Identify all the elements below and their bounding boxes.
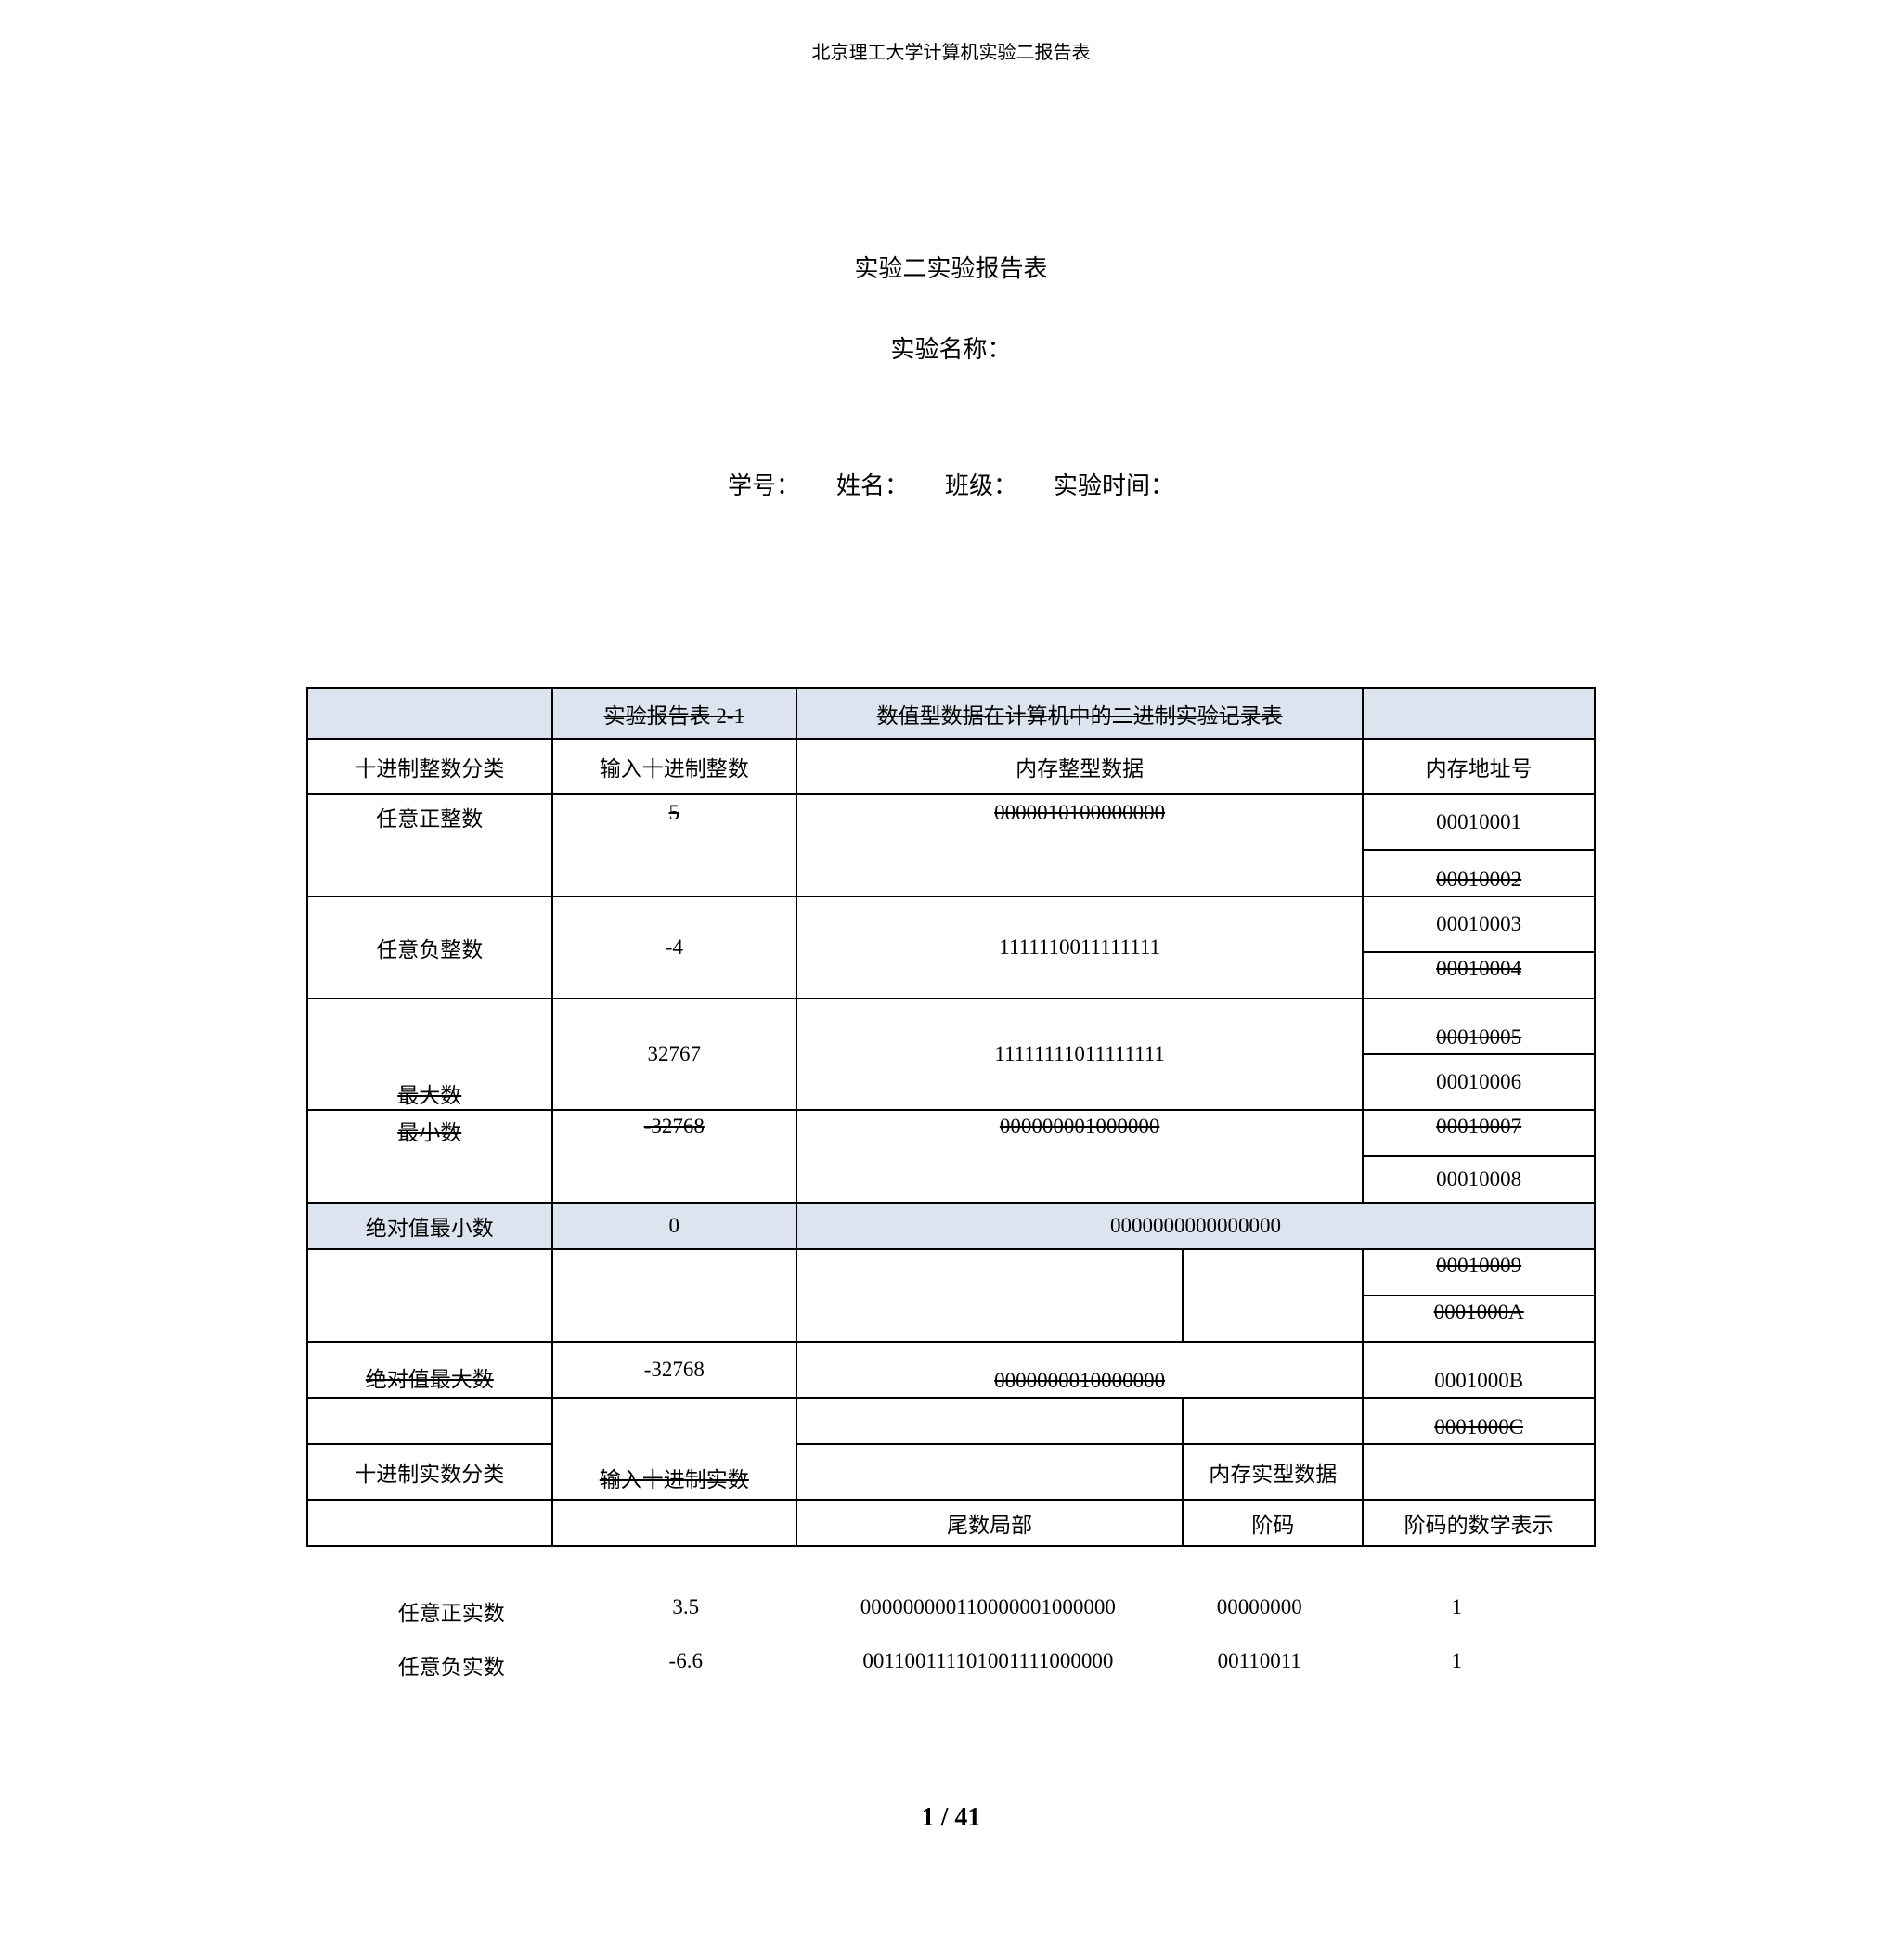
cell-mem-max: 11111111011111111 [796,999,1363,1110]
row-abs-max: 绝对值最大数 -32768 0000000010000000 0001000B [307,1342,1595,1398]
col2-mem-empty [796,1444,1183,1500]
col-label-input: 输入十进制整数 [552,739,797,794]
cell-mem-absmax: 0000000010000000 [796,1342,1363,1398]
cell-in-min: -32768 [552,1110,797,1203]
cell-addr-neg-2: 00010004 [1363,952,1595,999]
cell-cat-empty-3 [307,1398,552,1444]
cell-cat-neg: 任意负整数 [307,896,552,999]
col-label-addr: 内存地址号 [1363,739,1595,794]
cell-in-max: 32767 [552,999,797,1110]
cell-cat-empty-1 [307,1249,552,1342]
cell-mem-pos: 0000010100000000 [796,794,1363,896]
cell-in-empty-1 [552,1249,797,1342]
page-container: 北京理工大学计算机实验二报告表 实验二实验报告表 实验名称： 学号： 姓名： 班… [0,0,1902,1907]
integer-data-table: 实验报告表 2-1 数值型数据在计算机中的二进制实验记录表 十进制整数分类 输入… [306,687,1596,1547]
table1-title-right: 数值型数据在计算机中的二进制实验记录表 [796,688,1363,739]
student-info-line: 学号： 姓名： 班级： 实验时间： [306,467,1596,501]
cell-in-neg: -4 [552,896,797,999]
cell-sub-blank-b [552,1500,797,1546]
cell-mem-absmin: 0000000000000000 [796,1203,1595,1249]
cell-cat-absmax: 绝对值最大数 [307,1342,552,1398]
real-in-pos: 3.5 [569,1595,804,1627]
cell-mem-empty-1 [796,1249,1183,1342]
cell-sub-blank-a [307,1500,552,1546]
cell-addr-pos-2: 00010002 [1363,850,1595,896]
cell-sub-math: 阶码的数学表示 [1363,1500,1595,1546]
col2-label-category: 十进制实数分类 [307,1444,552,1500]
real-in-neg: -6.6 [569,1649,804,1681]
cell-addr-min-2: 00010008 [1363,1156,1595,1203]
table2-subheader-row: 尾数局部 阶码 阶码的数学表示 [307,1500,1595,1546]
real-cat-neg: 任意负实数 [334,1649,569,1681]
cell-in-pos: 5 [552,794,797,896]
row-pos-int-a: 任意正整数 5 0000010100000000 00010001 [307,794,1595,850]
row-abs-min: 绝对值最小数 0 0000000000000000 [307,1203,1595,1249]
top-header: 北京理工大学计算机实验二报告表 [306,37,1596,64]
cell-addr-max-2: 00010006 [1363,1054,1595,1110]
table1-title-left: 实验报告表 2-1 [552,688,797,739]
real-exp-pos: 00000000 [1173,1595,1346,1627]
real-row-neg: 任意负实数 -6.6 001100111101001111000000 0011… [306,1638,1596,1692]
cell-mem-empty-3 [796,1398,1183,1444]
col2-label-memreal: 内存实型数据 [1183,1444,1363,1500]
cell-addr-max-1: 00010005 [1363,999,1595,1054]
cell-cat-max: 最大数 [307,999,552,1110]
real-cat-pos: 任意正实数 [334,1595,569,1627]
real-math-pos: 1 [1346,1595,1568,1627]
col2-label-math-empty [1363,1444,1595,1500]
cell-in-absmax: -32768 [552,1342,797,1398]
cell-addr-b: 0001000B [1363,1342,1595,1398]
cell-addr-a: 0001000A [1363,1296,1595,1342]
real-math-neg: 1 [1346,1649,1568,1681]
cell-sub-mantissa: 尾数局部 [796,1500,1183,1546]
cell-addr-c: 0001000C [1363,1398,1595,1444]
col-label-memdata: 内存整型数据 [796,739,1363,794]
real-mant-pos: 000000000110000001000000 [803,1595,1173,1627]
experiment-name-label: 实验名称： [306,330,1596,365]
real-row-pos: 任意正实数 3.5 000000000110000001000000 00000… [306,1584,1596,1638]
row-min-a: 最小数 -32768 000000001000000 00010007 [307,1110,1595,1156]
row-addrblock-3: 输入十进制实数 0001000C [307,1398,1595,1444]
row-max-a: 最大数 32767 11111111011111111 00010005 [307,999,1595,1054]
real-exp-neg: 00110011 [1173,1649,1346,1681]
report-title: 实验二实验报告表 [306,250,1596,284]
real-mant-neg: 001100111101001111000000 [803,1649,1173,1681]
col-label-category: 十进制整数分类 [307,739,552,794]
cell-in-absmin: 0 [552,1203,797,1249]
cell-addr-min-1: 00010007 [1363,1110,1595,1156]
cell-mem-neg: 1111110011111111 [796,896,1363,999]
cell-addr-neg-1: 00010003 [1363,896,1595,952]
title-block: 实验二实验报告表 实验名称： 学号： 姓名： 班级： 实验时间： [306,250,1596,501]
table2-header-row: 十进制实数分类 内存实型数据 [307,1444,1595,1500]
row-neg-int-a: 任意负整数 -4 1111110011111111 00010003 [307,896,1595,952]
table1-title-blank-right [1363,688,1595,739]
table1-title-row: 实验报告表 2-1 数值型数据在计算机中的二进制实验记录表 [307,688,1595,739]
cell-sub-exp: 阶码 [1183,1500,1363,1546]
real-data-rows: 任意正实数 3.5 000000000110000001000000 00000… [306,1584,1596,1692]
cell-addr-pos-1: 00010001 [1363,794,1595,850]
cell-sub-empty-1 [1183,1249,1363,1342]
cell-addr-9: 00010009 [1363,1249,1595,1296]
cell-cat-absmin: 绝对值最小数 [307,1203,552,1249]
cell-cat-min: 最小数 [307,1110,552,1203]
cell-cat-pos: 任意正整数 [307,794,552,896]
cell-mem-min: 000000001000000 [796,1110,1363,1203]
table1-col-labels: 十进制整数分类 输入十进制整数 内存整型数据 内存地址号 [307,739,1595,794]
page-number: 1 / 41 [306,1803,1596,1833]
table1-title-blank-left [307,688,552,739]
cell-sub-empty-3 [1183,1398,1363,1444]
row-addrblock-1: 00010009 [307,1249,1595,1296]
cell-in-real-label: 输入十进制实数 [552,1398,797,1500]
